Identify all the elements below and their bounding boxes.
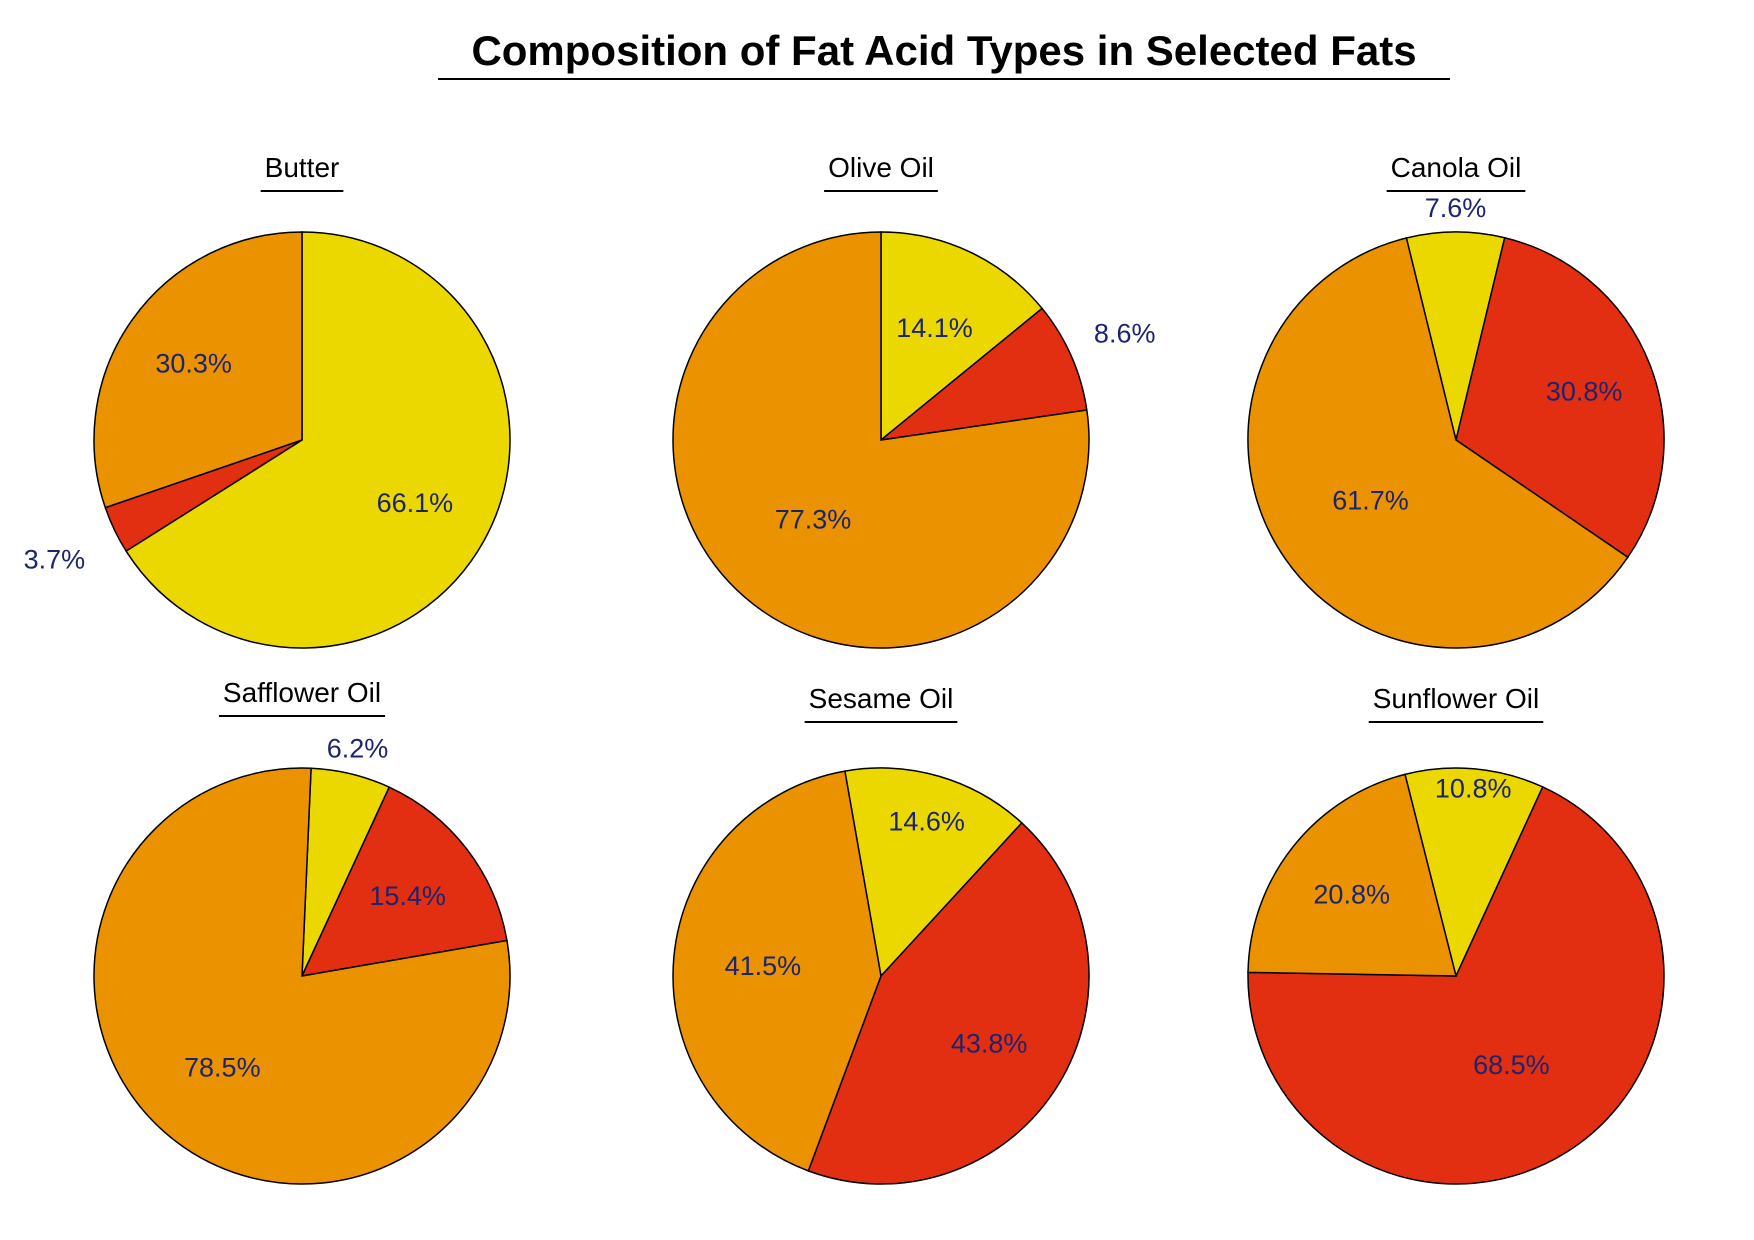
slice-label-red: 3.7% [24,545,86,575]
pie-title: Canola Oil [1391,152,1522,183]
pie-slice-red [1455,236,1665,559]
slice-label-red: 43.8% [951,1028,1028,1058]
slice-label-orange: 61.7% [1332,485,1409,515]
pie-title: Safflower Oil [223,677,381,708]
pie-butter: Butter 66.1% 3.7% 30.3% [24,152,511,649]
pie-title: Sunflower Oil [1373,683,1540,714]
slice-label-yellow: 10.8% [1435,774,1512,804]
slice-label-orange: 20.8% [1313,879,1390,909]
slice-label-yellow: 14.6% [888,806,965,836]
pies-group: Butter 66.1% 3.7% 30.3% Olive Oil 14.1% 8.6% 77… [24,152,1665,1185]
slice-label-red: 68.5% [1473,1050,1550,1080]
pie-title: Butter [265,152,340,183]
slice-label-yellow: 7.6% [1425,193,1487,223]
slice-label-orange: 30.3% [155,349,232,379]
slice-label-red: 8.6% [1094,319,1156,349]
pie-slice-red [300,786,508,977]
slice-label-orange: 41.5% [725,951,802,981]
pie-title: Olive Oil [828,152,934,183]
pie-safflower-oil: Safflower Oil 6.2% 15.4% 78.5% [93,677,511,1185]
pie-slice-orange [93,231,303,509]
chart-title: Composition of Fat Acid Types in Selecte… [471,27,1416,74]
pie-title: Sesame Oil [809,683,954,714]
pie-slice-red [807,821,1090,1185]
pie-slice-yellow [125,231,511,649]
slice-label-yellow: 14.1% [896,313,973,343]
pie-slice-yellow [844,767,1023,978]
slice-label-red: 30.8% [1546,377,1623,407]
pie-sunflower-oil: Sunflower Oil 10.8% 68.5% 20.8% [1247,683,1665,1185]
pie-slice-orange [672,770,882,1172]
pie-slice-orange [93,767,511,1185]
slice-label-yellow: 66.1% [377,488,454,518]
slice-label-orange: 78.5% [184,1053,261,1083]
pie-slice-yellow [880,231,1044,442]
pie-slice-orange [1247,773,1457,977]
slice-label-orange: 77.3% [775,505,852,535]
pie-slice-orange [1247,237,1629,649]
pie-canola-oil: Canola Oil 7.6% 30.8% 61.7% [1247,152,1665,649]
pie-slice-red [1247,785,1665,1185]
pie-slice-orange [672,231,1090,649]
slice-label-red: 15.4% [369,881,446,911]
pie-olive-oil: Olive Oil 14.1% 8.6% 77.3% [672,152,1156,649]
pie-slice-yellow [1404,767,1544,979]
slice-label-yellow: 6.2% [327,734,389,764]
pie-slice-yellow [1405,231,1506,441]
pie-sesame-oil: Sesame Oil 14.6% 43.8% 41.5% [672,683,1090,1185]
pie-slice-red [878,307,1088,442]
